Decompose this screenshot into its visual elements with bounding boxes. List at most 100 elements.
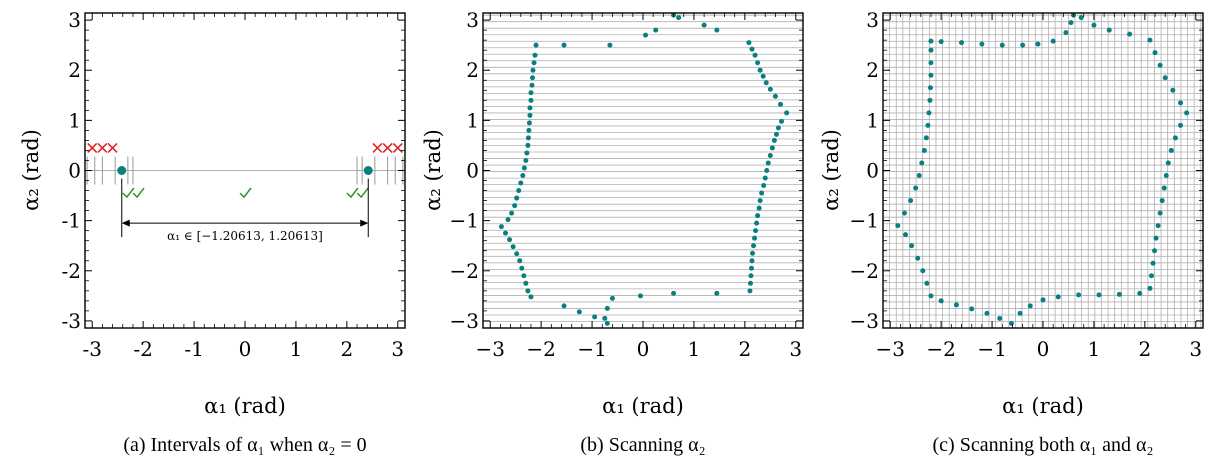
data-point bbox=[755, 213, 761, 219]
panel-c-x-axis-label: α₁ (rad) bbox=[1002, 394, 1084, 418]
y-tick-label: 0 bbox=[466, 159, 479, 183]
y-tick-label: −2 bbox=[850, 259, 879, 283]
y-tick-label: 3 bbox=[466, 8, 479, 32]
panel-b-grid bbox=[483, 14, 803, 328]
data-point bbox=[1157, 210, 1163, 216]
x-tick-label: −1 bbox=[577, 337, 606, 361]
data-point bbox=[1078, 15, 1084, 21]
check-marker bbox=[239, 187, 252, 199]
x-tick-label: 1 bbox=[290, 337, 303, 361]
data-point bbox=[928, 60, 934, 66]
cross-marker bbox=[372, 142, 383, 153]
panel-b-x-axis-label: α₁ (rad) bbox=[602, 394, 684, 418]
data-point bbox=[999, 42, 1005, 48]
data-point bbox=[576, 309, 582, 315]
data-point bbox=[1178, 122, 1184, 128]
data-point bbox=[761, 183, 767, 189]
data-point bbox=[604, 305, 610, 311]
check-marker bbox=[122, 187, 135, 199]
data-point bbox=[775, 125, 781, 131]
data-point bbox=[1165, 160, 1171, 166]
data-point bbox=[701, 22, 707, 28]
cross-marker bbox=[87, 142, 98, 153]
data-point bbox=[561, 42, 567, 48]
x-tick-label: 2 bbox=[340, 337, 353, 361]
data-point bbox=[767, 86, 773, 92]
data-point bbox=[752, 235, 758, 241]
data-point bbox=[1040, 297, 1046, 303]
data-point bbox=[749, 250, 755, 256]
x-tick-label: 2 bbox=[738, 337, 751, 361]
data-point bbox=[1068, 20, 1074, 26]
y-tick-label: 3 bbox=[866, 8, 879, 32]
data-point bbox=[531, 60, 537, 66]
y-tick-label: -2 bbox=[62, 259, 81, 283]
y-tick-label: 2 bbox=[466, 58, 479, 82]
data-point bbox=[1137, 290, 1143, 296]
y-tick-label: -3 bbox=[62, 309, 81, 333]
data-point bbox=[592, 314, 598, 320]
panel-c-marks bbox=[895, 13, 1190, 326]
data-point bbox=[517, 258, 523, 264]
data-point bbox=[525, 135, 531, 141]
cross-marker bbox=[382, 142, 393, 153]
data-point bbox=[969, 306, 975, 312]
data-point bbox=[757, 198, 763, 204]
data-point bbox=[1147, 285, 1153, 291]
data-point bbox=[748, 265, 754, 271]
data-point bbox=[1170, 87, 1176, 93]
data-point bbox=[924, 280, 930, 286]
data-point bbox=[1035, 41, 1041, 47]
data-point bbox=[1155, 223, 1161, 229]
data-point bbox=[953, 302, 959, 308]
x-tick-label: 0 bbox=[239, 337, 252, 361]
cross-marker bbox=[97, 142, 108, 153]
data-point bbox=[502, 230, 508, 236]
x-tick-label: −2 bbox=[526, 337, 555, 361]
data-point bbox=[530, 67, 536, 73]
y-tick-label: −3 bbox=[450, 309, 479, 333]
data-point bbox=[764, 168, 770, 173]
panel-b-frame bbox=[482, 12, 804, 329]
data-point bbox=[1076, 292, 1082, 298]
y-tick-label: 2 bbox=[866, 58, 879, 82]
x-tick-label: 1 bbox=[1088, 337, 1101, 361]
data-point bbox=[529, 82, 535, 88]
data-point bbox=[1150, 260, 1156, 266]
data-point bbox=[920, 268, 926, 274]
data-point bbox=[714, 27, 720, 33]
y-tick-label: −1 bbox=[850, 209, 879, 233]
panel-a-interval bbox=[121, 178, 369, 238]
data-point bbox=[637, 293, 643, 299]
data-point bbox=[520, 173, 526, 179]
data-point bbox=[1148, 273, 1154, 279]
data-point bbox=[928, 293, 934, 299]
data-point bbox=[1178, 100, 1184, 106]
data-point bbox=[927, 85, 933, 91]
data-point bbox=[514, 251, 520, 257]
data-point bbox=[1063, 30, 1069, 36]
data-point bbox=[921, 147, 927, 153]
x-tick-label: −3 bbox=[875, 337, 904, 361]
panel-a: -3 -2 -1 0 1 2 3 -3 -2 -1 0 1 2 3 α₁ ∈ [−1.20613, 1.2… bbox=[19, 8, 406, 456]
cross-marker bbox=[107, 142, 118, 153]
data-point bbox=[1157, 62, 1163, 68]
data-point bbox=[747, 288, 753, 294]
check-marker bbox=[346, 187, 359, 199]
data-point bbox=[514, 195, 520, 201]
data-point bbox=[913, 185, 919, 191]
data-point bbox=[773, 131, 779, 137]
data-point bbox=[915, 255, 921, 261]
y-tick-label: -1 bbox=[62, 209, 81, 233]
data-point bbox=[602, 315, 608, 321]
panel-b-marks bbox=[498, 13, 790, 326]
data-point bbox=[938, 39, 944, 45]
data-point bbox=[521, 273, 527, 279]
data-point bbox=[528, 90, 534, 96]
data-point bbox=[959, 40, 965, 46]
data-point bbox=[561, 303, 567, 309]
check-marker bbox=[132, 187, 145, 199]
data-point bbox=[518, 180, 524, 186]
data-point bbox=[925, 122, 931, 128]
panel-b-ticks: −3 −2 −1 0 1 2 3 −3 −2 −1 0 1 2 3 bbox=[450, 8, 803, 361]
